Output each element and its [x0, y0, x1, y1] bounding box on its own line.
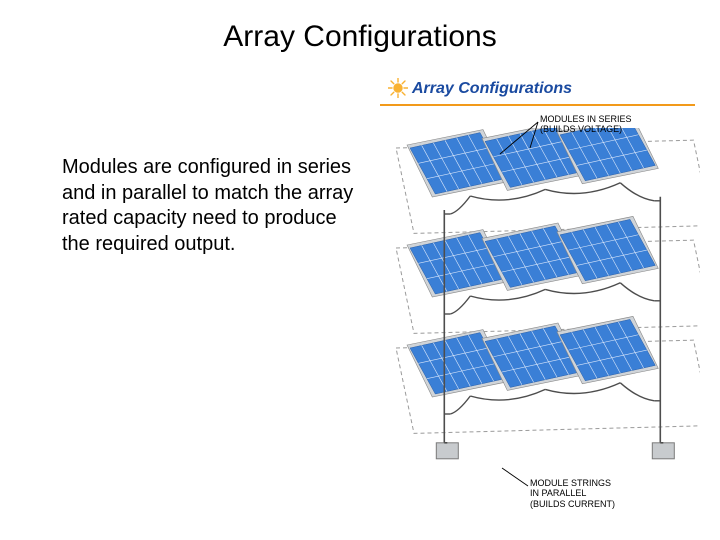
array-configurations-diagram: Array Configurations MODULES IN SERIES (…: [380, 78, 700, 518]
diagram-header: Array Configurations: [380, 78, 700, 106]
body-paragraph: Modules are configured in series and in …: [62, 155, 362, 257]
callout-series-line1: MODULES IN SERIES: [540, 114, 632, 124]
panel-strings-svg: [380, 128, 700, 508]
sun-icon: [388, 78, 408, 103]
page-title: Array Configurations: [0, 20, 720, 54]
diagram-divider: [380, 104, 695, 106]
diagram-subtitle: Array Configurations: [412, 80, 572, 98]
